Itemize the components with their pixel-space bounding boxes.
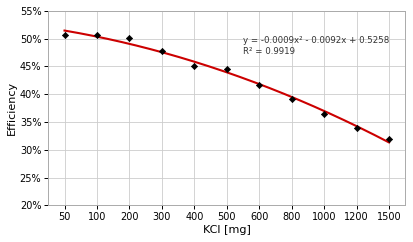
Point xyxy=(159,49,165,53)
Text: y = -0.0009x² - 0.0092x + 0.5258
R² = 0.9919: y = -0.0009x² - 0.0092x + 0.5258 R² = 0.… xyxy=(243,36,389,56)
Point xyxy=(126,36,133,40)
X-axis label: KCl [mg]: KCl [mg] xyxy=(203,225,251,235)
Point xyxy=(353,126,360,129)
Point xyxy=(386,137,392,141)
Point xyxy=(321,112,328,116)
Point xyxy=(223,67,230,71)
Point xyxy=(94,33,100,37)
Point xyxy=(61,33,68,37)
Point xyxy=(288,97,295,101)
Point xyxy=(256,83,263,87)
Point xyxy=(191,64,198,68)
Y-axis label: Efficiency: Efficiency xyxy=(7,81,17,135)
